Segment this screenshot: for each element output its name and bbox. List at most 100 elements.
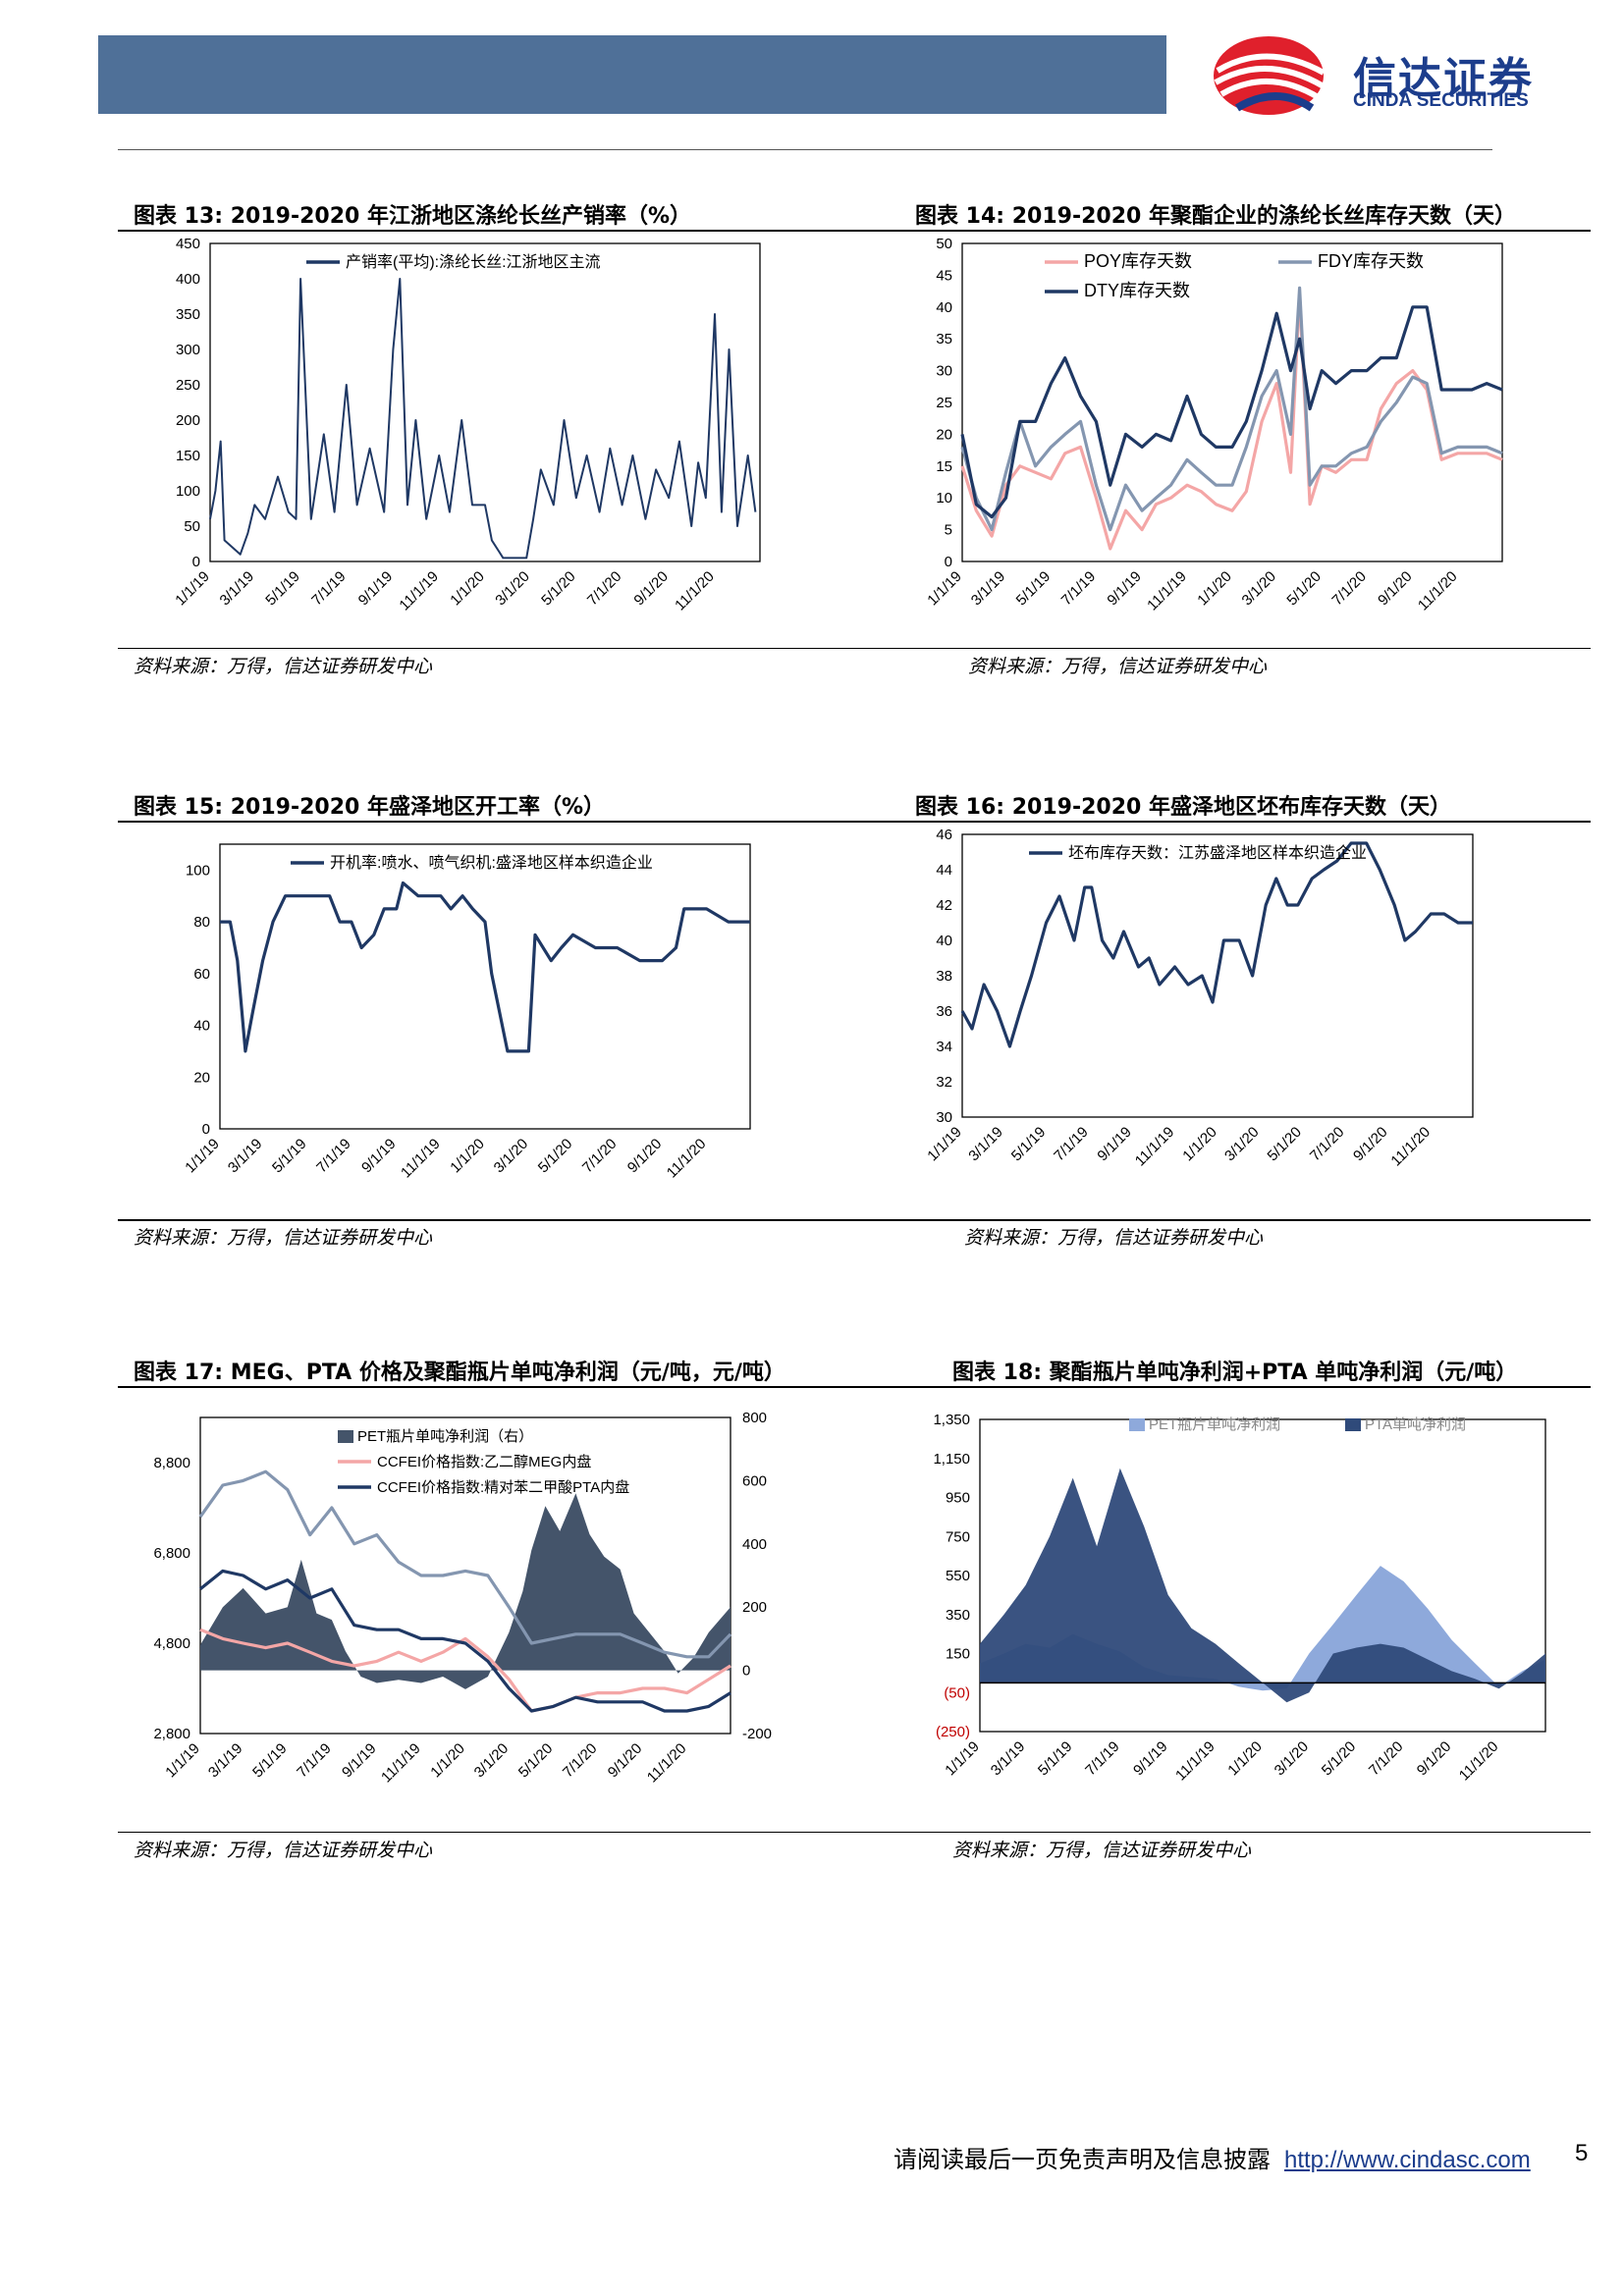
legend-label: DTY库存天数 bbox=[1084, 281, 1190, 300]
chart-row-2-top-rule bbox=[118, 821, 1591, 823]
x-tick-label: 3/1/20 bbox=[471, 1740, 513, 1782]
y-tick-label: 1,350 bbox=[933, 1412, 970, 1428]
footer: 请阅读最后一页免责声明及信息披露 http://www.cindasc.com bbox=[893, 2140, 1531, 2174]
x-tick-label: 11/1/20 bbox=[664, 1136, 710, 1182]
series-line bbox=[960, 841, 1473, 1048]
series-line bbox=[960, 286, 1503, 532]
x-tick-label: 3/1/20 bbox=[1239, 568, 1280, 610]
x-tick-label: 5/1/20 bbox=[1264, 1124, 1305, 1165]
x-tick-label: 1/1/19 bbox=[924, 568, 965, 610]
x-tick-label: 3/1/19 bbox=[968, 568, 1009, 610]
x-tick-label: 3/1/19 bbox=[225, 1136, 266, 1177]
y-tick-label: 0 bbox=[945, 554, 952, 570]
y-tick-label: 0 bbox=[192, 554, 200, 570]
x-tick-label: 5/1/20 bbox=[535, 1136, 576, 1177]
y-tick-label: 32 bbox=[936, 1074, 952, 1091]
y-tick-label: 350 bbox=[176, 306, 200, 323]
y-tick-label: 100 bbox=[186, 862, 210, 879]
y-tick-label: 150 bbox=[176, 448, 200, 464]
y-tick-label: 200 bbox=[176, 412, 200, 429]
x-tick-label: 7/1/19 bbox=[1058, 568, 1100, 610]
x-tick-label: 11/1/19 bbox=[378, 1740, 424, 1787]
x-tick-label: 5/1/19 bbox=[269, 1136, 310, 1177]
y-tick-label: (250) bbox=[936, 1724, 970, 1740]
y-tick-label: 0 bbox=[202, 1121, 210, 1138]
x-tick-label: 5/1/19 bbox=[1008, 1124, 1050, 1165]
chart-17-caption: 图表 17: MEG、PTA 价格及聚酯瓶片单吨净利润（元/吨，元/吨） bbox=[134, 1361, 785, 1385]
x-tick-label: 5/1/20 bbox=[538, 568, 579, 610]
y2-tick-label: 0 bbox=[742, 1663, 750, 1680]
y-tick-label: 36 bbox=[936, 1003, 952, 1020]
y-tick-label: (50) bbox=[944, 1684, 970, 1701]
y-tick-label: 20 bbox=[193, 1069, 210, 1086]
header-bar bbox=[98, 35, 1166, 114]
legend-label: CCFEI价格指数:精对苯二甲酸PTA内盘 bbox=[377, 1478, 629, 1496]
x-tick-label: 11/1/19 bbox=[396, 568, 442, 614]
x-tick-label: 1/1/20 bbox=[427, 1740, 468, 1782]
x-tick-label: 3/1/19 bbox=[965, 1124, 1006, 1165]
x-tick-label: 5/1/19 bbox=[262, 568, 303, 610]
x-tick-label: 7/1/20 bbox=[579, 1136, 621, 1177]
plot-frame bbox=[219, 843, 751, 1130]
x-tick-label: 3/1/19 bbox=[217, 568, 258, 610]
chart-16-caption: 图表 16: 2019-2020 年盛泽地区坯布库存天数（天） bbox=[915, 795, 1451, 820]
x-tick-label: 3/1/20 bbox=[1272, 1738, 1313, 1780]
x-tick-label: 7/1/20 bbox=[1366, 1738, 1407, 1780]
y2-tick-label: 600 bbox=[742, 1472, 767, 1489]
y-tick-label: 45 bbox=[936, 267, 952, 284]
series-line bbox=[960, 305, 1503, 519]
legend-label: 坯布库存天数：江苏盛泽地区样本织造企业 bbox=[1068, 844, 1367, 862]
chart-18-svg: (250) (50) 150 350 550 750 950 1,150 1,350 1/1/19… bbox=[933, 1412, 1546, 1784]
series-area bbox=[980, 1468, 1545, 1703]
y-tick-label: 350 bbox=[946, 1607, 970, 1624]
chart-16-source: 资料来源：万得，信达证券研发中心 bbox=[964, 1227, 1264, 1249]
plot-frame bbox=[979, 1418, 1546, 1733]
y-tick-label: 400 bbox=[176, 271, 200, 288]
x-tick-label: 7/1/20 bbox=[560, 1740, 601, 1782]
y-tick-label: 42 bbox=[936, 897, 952, 914]
series-line bbox=[209, 278, 757, 560]
x-tick-label: 11/1/20 bbox=[672, 568, 718, 614]
x-tick-label: 7/1/19 bbox=[1082, 1738, 1123, 1780]
x-tick-label: 7/1/19 bbox=[294, 1740, 335, 1782]
x-tick-label: 9/1/19 bbox=[339, 1740, 380, 1782]
legend-label: POY库存天数 bbox=[1084, 251, 1192, 271]
logo-text-en: CINDA SECURITIES bbox=[1353, 90, 1529, 111]
y-tick-label: 50 bbox=[936, 236, 952, 252]
y-tick-label: 450 bbox=[176, 236, 200, 252]
x-tick-label: 3/1/20 bbox=[492, 568, 533, 610]
x-tick-label: 9/1/20 bbox=[1375, 568, 1416, 610]
x-tick-label: 1/1/19 bbox=[172, 568, 213, 610]
chart-row-1-top-rule bbox=[118, 230, 1591, 232]
x-tick-label: 1/1/20 bbox=[1194, 568, 1235, 610]
y-tick-label: 50 bbox=[184, 518, 200, 535]
x-tick-label: 7/1/20 bbox=[1328, 568, 1370, 610]
x-tick-label: 9/1/20 bbox=[1350, 1124, 1391, 1165]
website-link[interactable]: http://www.cindasc.com bbox=[1284, 2147, 1531, 2173]
series-line bbox=[960, 293, 1503, 551]
plot-frame bbox=[961, 242, 1503, 562]
x-tick-label: 1/1/20 bbox=[1224, 1738, 1266, 1780]
x-tick-label: 5/1/19 bbox=[1013, 568, 1055, 610]
y-tick-label: 40 bbox=[936, 299, 952, 316]
x-tick-label: 7/1/20 bbox=[1307, 1124, 1348, 1165]
y-tick-label: 35 bbox=[936, 331, 952, 347]
y2-tick-label: 400 bbox=[742, 1536, 767, 1553]
chart-15-caption: 图表 15: 2019-2020 年盛泽地区开工率（%） bbox=[134, 795, 606, 820]
logo-text-cn: 信达证券 bbox=[1353, 54, 1534, 104]
x-tick-label: 11/1/20 bbox=[1415, 568, 1461, 614]
series-line bbox=[198, 1569, 731, 1713]
chart-13-source: 资料来源：万得，信达证券研发中心 bbox=[134, 656, 433, 677]
legend-label: PET瓶片单吨净利润（右） bbox=[357, 1428, 533, 1445]
x-tick-label: 7/1/20 bbox=[584, 568, 625, 610]
x-tick-label: 1/1/19 bbox=[924, 1124, 965, 1165]
y-tick-label: 100 bbox=[176, 483, 200, 500]
y-tick-label: 6,800 bbox=[153, 1545, 190, 1562]
y-tick-label: 950 bbox=[946, 1490, 970, 1507]
chart-15-source: 资料来源：万得，信达证券研发中心 bbox=[134, 1227, 433, 1249]
x-tick-label: 11/1/20 bbox=[1387, 1124, 1434, 1170]
y-tick-label: 30 bbox=[936, 363, 952, 380]
x-tick-label: 1/1/19 bbox=[182, 1136, 223, 1177]
